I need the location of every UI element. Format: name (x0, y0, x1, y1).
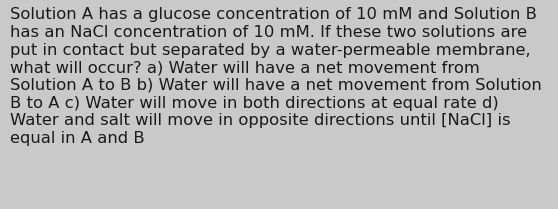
Text: Solution A has a glucose concentration of 10 mM and Solution B
has an NaCl conce: Solution A has a glucose concentration o… (10, 7, 542, 146)
